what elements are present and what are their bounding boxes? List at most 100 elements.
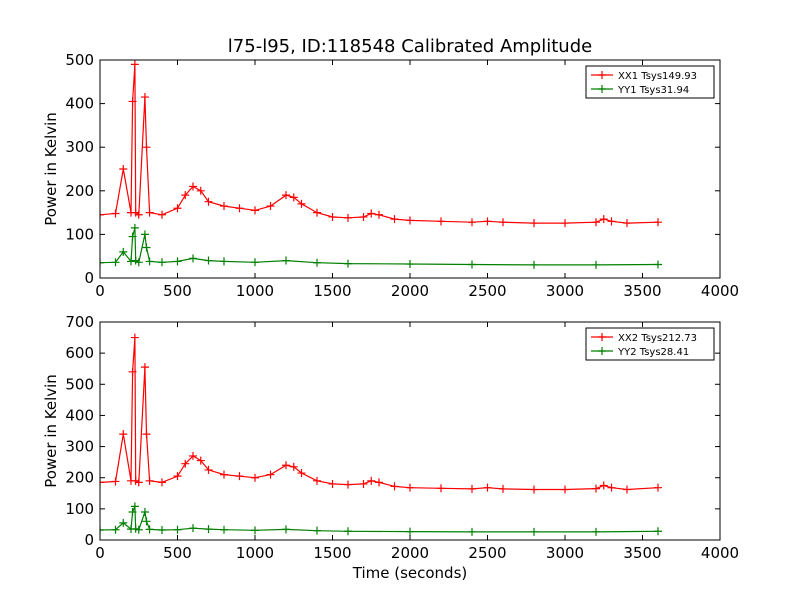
data-point (130, 60, 139, 69)
data-point (289, 462, 298, 471)
data-point (468, 260, 476, 269)
data-point (390, 482, 399, 491)
data-point (127, 257, 135, 266)
y-tick-label: 0 (84, 531, 94, 549)
x-tick-label: 0 (95, 282, 105, 300)
legend-marker (598, 333, 606, 341)
y-tick-label: 100 (65, 500, 94, 518)
data-point (367, 209, 376, 218)
data-point (266, 470, 275, 479)
y-axis-label: Power in Kelvin (42, 112, 60, 226)
chart-title: l75-l95, ID:118548 Calibrated Amplitude (228, 36, 592, 57)
data-point (328, 212, 337, 221)
data-point (130, 502, 139, 511)
data-point (367, 476, 376, 485)
data-point (406, 260, 414, 269)
legend-entry-2: YY2 Tsys28.41 (591, 347, 689, 358)
y-tick-label: 400 (65, 95, 94, 113)
data-point (313, 208, 321, 217)
data-point (592, 527, 600, 536)
data-point (607, 217, 616, 226)
data-point (289, 193, 298, 202)
data-point (111, 209, 120, 218)
data-point (119, 518, 128, 527)
y-tick-label: 300 (65, 438, 94, 456)
data-point (266, 202, 275, 211)
data-point (130, 333, 139, 342)
data-point (468, 484, 476, 493)
data-point (158, 258, 166, 267)
data-point (189, 254, 197, 263)
data-point (623, 485, 631, 494)
data-point (173, 257, 182, 266)
data-point (189, 451, 197, 460)
data-point (599, 481, 608, 490)
data-point (173, 525, 182, 534)
legend-entry-2: YY1 Tsys31.94 (591, 85, 689, 96)
legend: XX2 Tsys212.73 YY2 Tsys28.41 (585, 327, 715, 361)
data-point (128, 97, 137, 106)
data-point (100, 210, 104, 219)
data-point (111, 477, 120, 486)
data-point (142, 517, 151, 526)
data-point (654, 218, 662, 227)
data-point (561, 485, 569, 494)
data-point (344, 259, 352, 268)
data-point (390, 215, 399, 224)
data-point (119, 165, 128, 173)
data-point (158, 478, 166, 487)
data-point (204, 197, 213, 206)
data-point (406, 483, 414, 492)
data-point (282, 461, 290, 470)
legend: XX1 Tsys149.93 YY1 Tsys31.94 (585, 65, 715, 99)
data-point (220, 202, 228, 211)
data-point (530, 219, 538, 228)
data-point (313, 258, 321, 267)
x-tick-label: 3500 (623, 544, 661, 562)
x-tick-label: 1000 (236, 544, 274, 562)
x-tick-label: 1500 (313, 282, 351, 300)
data-point (204, 465, 213, 474)
y-tick-label: 200 (65, 182, 94, 200)
data-point (134, 258, 143, 267)
y-tick-label: 400 (65, 406, 94, 424)
x-tick-label: 2000 (391, 282, 429, 300)
data-point (607, 483, 616, 492)
data-point (375, 210, 383, 219)
data-point (251, 473, 259, 482)
legend-marker (598, 71, 606, 79)
data-point (119, 247, 128, 256)
y-tick-label: 0 (84, 269, 94, 287)
data-point (220, 470, 228, 479)
x-tick-label: 1500 (313, 544, 351, 562)
x-tick-label: 2500 (468, 282, 506, 300)
plot-panel-1: 0 500 1000 1500 2000 2500 3000 3500 4000 0 100 200 3… (42, 36, 739, 300)
data-point (251, 206, 259, 215)
data-point (111, 258, 120, 267)
data-point (134, 210, 143, 219)
data-point (196, 186, 205, 195)
x-tick-label: 4000 (701, 282, 739, 300)
plot-panel-2: 0 500 1000 1500 2000 2500 3000 3500 4000 0 100 200 3… (42, 313, 739, 582)
data-point (134, 478, 143, 487)
data-point (196, 456, 205, 465)
data-point (623, 219, 631, 228)
legend-marker (598, 347, 606, 355)
y-tick-label: 500 (65, 51, 94, 69)
data-point (592, 218, 600, 227)
data-point (468, 527, 476, 536)
legend-marker (598, 85, 606, 93)
y-tick-label: 200 (65, 469, 94, 487)
data-point (344, 527, 352, 536)
data-point (483, 217, 492, 226)
data-point (437, 217, 445, 226)
data-point (142, 430, 151, 439)
data-point (251, 258, 259, 267)
x-tick-label: 3000 (546, 544, 584, 562)
data-point (204, 525, 213, 534)
x-tick-label: 2500 (468, 544, 506, 562)
data-point (158, 210, 166, 219)
data-point (344, 480, 352, 489)
data-point (599, 215, 608, 224)
data-point (100, 526, 104, 535)
